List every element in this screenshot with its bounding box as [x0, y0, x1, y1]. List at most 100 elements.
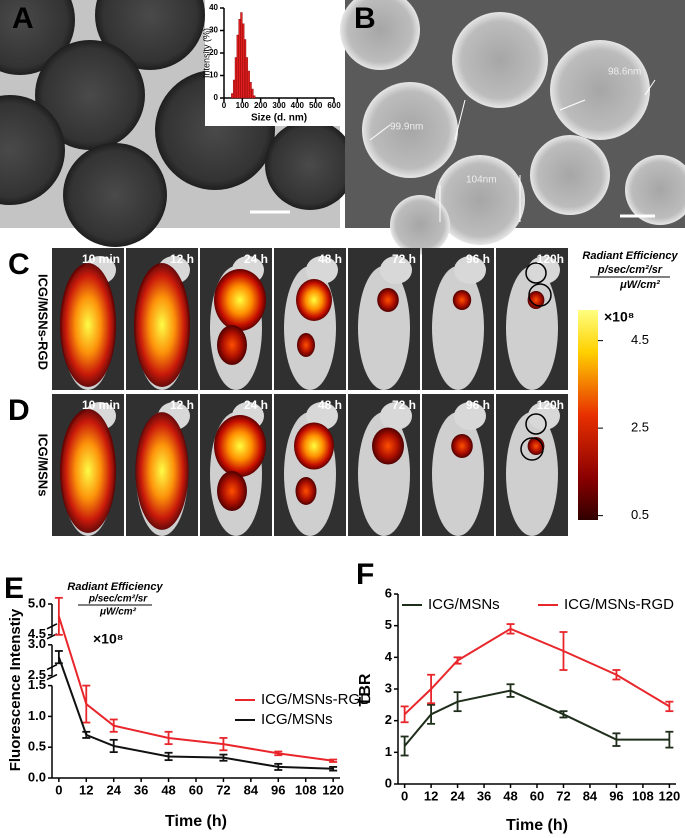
x-tick-label: 0 — [55, 782, 62, 797]
y-tick-label: 0 — [385, 775, 392, 790]
series-line — [403, 689, 670, 747]
error-bar — [219, 753, 228, 762]
bar — [232, 79, 236, 99]
error-bar — [559, 710, 568, 719]
panel-label: D — [8, 394, 30, 427]
error-bar — [164, 730, 173, 746]
bar — [240, 12, 243, 99]
sem-image — [340, 0, 685, 255]
sem-label: 99.9nm — [390, 122, 423, 133]
y-tick-label: 0 — [214, 93, 219, 102]
x-tick-label: 72 — [216, 782, 230, 797]
error-bar — [219, 737, 228, 752]
x-tick-label: 72 — [556, 788, 570, 803]
error-bar — [612, 669, 621, 681]
colorbar-unit: μW/cm² — [619, 279, 660, 291]
panel-label: E — [4, 572, 24, 605]
time-label: 48 h — [318, 252, 342, 266]
annotation: ×10⁸ — [93, 631, 123, 647]
time-label: 10 min — [82, 398, 120, 412]
time-label: 48 h — [318, 398, 342, 412]
x-tick-label: 84 — [244, 782, 259, 797]
mouse-body — [432, 266, 484, 390]
x-tick-label: 120 — [322, 782, 344, 797]
bar — [238, 19, 241, 99]
mouse-head — [454, 402, 486, 430]
error-bar — [665, 700, 674, 713]
roi — [520, 437, 544, 461]
xlabel: Size (d. nm) — [251, 113, 307, 124]
error-bar — [329, 758, 338, 763]
time-label: 10 min — [82, 252, 120, 266]
axis-break — [46, 623, 58, 630]
error-bar — [612, 732, 621, 747]
time-label: 12 h — [170, 398, 194, 412]
mouse-head — [380, 402, 412, 430]
roi — [525, 413, 547, 435]
panel-label: B — [354, 2, 376, 35]
x-tick-label: 0 — [401, 788, 408, 803]
signal — [135, 412, 189, 530]
error-bar — [274, 762, 283, 771]
row-label: ICG/MSNs-RGD — [36, 274, 51, 370]
bar — [234, 57, 238, 99]
y-tick-label: 30 — [209, 26, 218, 35]
bar — [236, 34, 239, 99]
error-bar — [506, 623, 515, 635]
x-tick-label: 100 — [236, 101, 250, 110]
bar — [231, 93, 234, 99]
row-label: ICG/MSNs — [36, 434, 51, 497]
x-tick-label: 96 — [271, 782, 285, 797]
x-tick-label: 120 — [659, 788, 681, 803]
x-tick-label: 84 — [583, 788, 598, 803]
error-bar — [329, 766, 338, 772]
mouse-head — [528, 402, 560, 430]
legend-label: ICG/MSNs — [428, 596, 500, 613]
legend-label: ICG/MSNs-RGD — [261, 691, 371, 708]
y-tick-label: 5.0 — [28, 595, 46, 610]
y-tick-label: 1.5 — [28, 677, 46, 692]
x-tick-label: 24 — [106, 782, 121, 797]
colorbar-unit: p/sec/cm²/sr — [597, 264, 663, 276]
x-tick-label: 0 — [222, 101, 227, 110]
error-bar — [82, 684, 91, 724]
annotation: μW/cm² — [99, 607, 137, 618]
mouse-head — [380, 256, 412, 284]
panel-label: F — [356, 558, 374, 591]
ylabel: Fluorescence Intenstiy — [7, 608, 24, 771]
signal — [527, 291, 545, 309]
colorbar-title: Radiant Efficiency — [582, 250, 678, 262]
time-label: 12 h — [170, 252, 194, 266]
x-tick-label: 24 — [450, 788, 465, 803]
panel-label: C — [8, 248, 30, 281]
y-tick-label: 40 — [209, 3, 218, 12]
x-tick-label: 200 — [254, 101, 268, 110]
time-label: 96 h — [466, 398, 490, 412]
annotation: p/sec/cm²/sr — [88, 594, 148, 605]
error-bar — [164, 751, 173, 762]
imaging-panels: 10 min 10 min 12 h 12 h 24 h 24 h 48 h 48 h 72 h… — [52, 248, 568, 536]
signal — [214, 269, 266, 331]
x-tick-label: 60 — [530, 788, 544, 803]
signal — [451, 434, 473, 458]
y-tick-label: 4 — [385, 649, 393, 664]
y-tick-label: 5 — [385, 617, 392, 632]
mouse-body — [506, 266, 558, 390]
y-tick-label: 1 — [385, 744, 392, 759]
y-tick-label: 3.0 — [28, 636, 46, 651]
y-tick-label: 3 — [385, 680, 392, 695]
signal — [217, 471, 247, 511]
xlabel: Time (h) — [165, 813, 227, 830]
annotation: Radiant Efficiency — [67, 581, 163, 593]
x-tick-label: 36 — [134, 782, 148, 797]
x-tick-label: 36 — [477, 788, 491, 803]
xlabel: Time (h) — [506, 817, 568, 834]
error-bar — [274, 750, 283, 757]
ylabel: TBR — [357, 673, 374, 706]
bar — [242, 23, 245, 99]
error-bar — [109, 718, 118, 733]
time-label: 96 h — [466, 252, 490, 266]
time-label: 120h — [537, 398, 564, 412]
error-bar — [427, 703, 436, 725]
